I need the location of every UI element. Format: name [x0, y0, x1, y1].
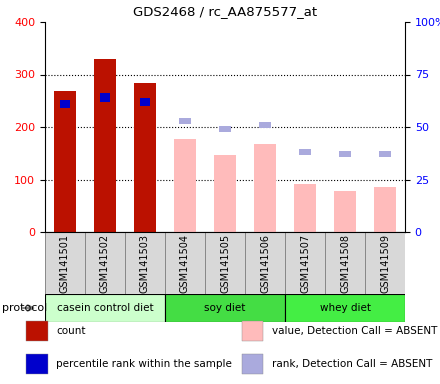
Text: GSM141501: GSM141501	[60, 234, 70, 293]
Bar	[94, 59, 116, 232]
Bar	[179, 118, 191, 124]
Text: count: count	[56, 326, 86, 336]
Bar	[254, 144, 276, 232]
Bar	[219, 126, 231, 132]
Bar	[379, 151, 391, 157]
Text: GSM141509: GSM141509	[380, 234, 390, 293]
Text: whey diet: whey diet	[319, 303, 370, 313]
Bar	[26, 354, 48, 374]
Bar	[339, 151, 351, 157]
Bar	[294, 184, 316, 232]
Bar	[174, 139, 196, 232]
Bar	[242, 354, 263, 374]
Bar	[245, 232, 285, 294]
Text: rank, Detection Call = ABSENT: rank, Detection Call = ABSENT	[272, 359, 432, 369]
Bar	[334, 191, 356, 232]
Text: protocol: protocol	[2, 303, 48, 313]
Text: soy diet: soy diet	[204, 303, 246, 313]
Bar	[259, 122, 271, 128]
Text: GSM141505: GSM141505	[220, 234, 230, 293]
Bar	[85, 232, 125, 294]
Text: value, Detection Call = ABSENT: value, Detection Call = ABSENT	[272, 326, 437, 336]
Text: GSM141508: GSM141508	[340, 234, 350, 293]
Text: GSM141502: GSM141502	[100, 234, 110, 293]
Bar	[214, 155, 236, 232]
Text: casein control diet: casein control diet	[57, 303, 153, 313]
Bar	[242, 321, 263, 341]
Bar	[165, 294, 285, 322]
Bar	[374, 187, 396, 232]
Bar	[45, 294, 165, 322]
Bar	[299, 149, 311, 156]
Bar	[140, 98, 150, 106]
Bar	[325, 232, 365, 294]
Bar	[60, 100, 70, 108]
Text: GSM141507: GSM141507	[300, 234, 310, 293]
Bar	[285, 232, 325, 294]
Text: percentile rank within the sample: percentile rank within the sample	[56, 359, 232, 369]
Text: GSM141506: GSM141506	[260, 234, 270, 293]
Bar	[26, 321, 48, 341]
Bar	[165, 232, 205, 294]
Bar	[205, 232, 245, 294]
Bar	[125, 232, 165, 294]
Text: GSM141504: GSM141504	[180, 234, 190, 293]
Bar	[100, 93, 110, 102]
Title: GDS2468 / rc_AA875577_at: GDS2468 / rc_AA875577_at	[133, 5, 317, 18]
Bar	[365, 232, 405, 294]
Text: GSM141503: GSM141503	[140, 234, 150, 293]
Bar	[285, 294, 405, 322]
Bar	[45, 232, 85, 294]
Bar	[54, 91, 76, 232]
Bar	[134, 83, 156, 232]
